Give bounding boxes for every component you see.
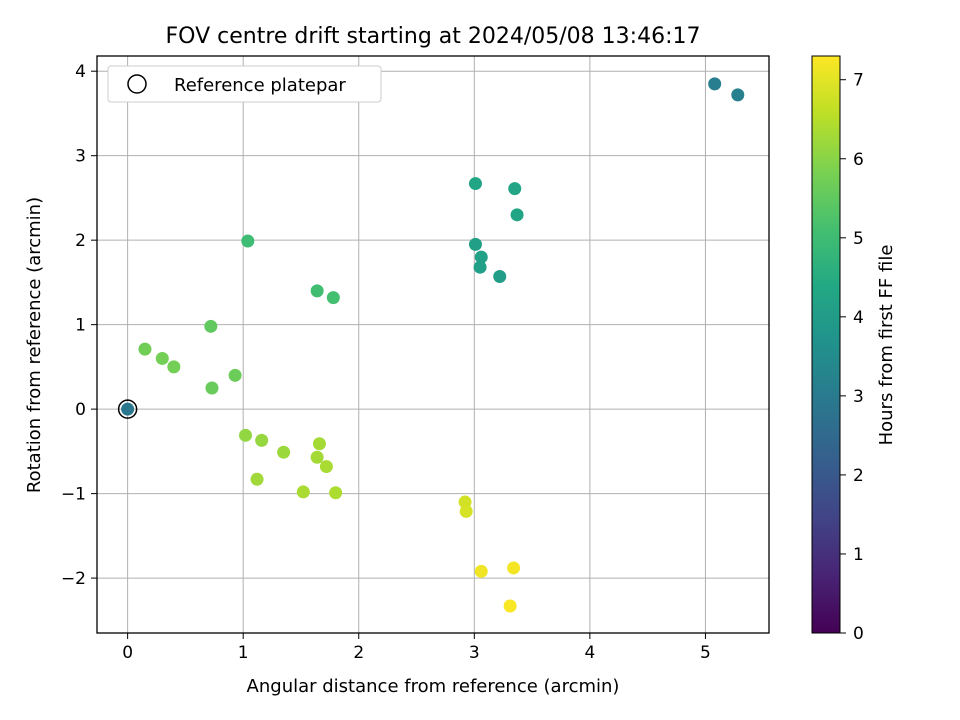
colorbar-tick-label: 5 [853, 229, 864, 249]
colorbar-tick-label: 2 [853, 466, 864, 486]
data-point [708, 77, 722, 91]
colorbar-tick-label: 6 [853, 150, 864, 170]
data-point [250, 472, 264, 486]
colorbar-label: Hours from first FF file [876, 245, 897, 446]
data-point [468, 177, 482, 191]
data-point [493, 269, 507, 283]
data-point [255, 433, 269, 447]
colorbar-tick-label: 3 [853, 387, 864, 407]
colorbar-tick-label: 1 [853, 545, 864, 565]
x-tick-label: 5 [700, 643, 711, 663]
data-point [277, 445, 291, 459]
y-tick-label: −2 [61, 569, 86, 589]
grid-lines [97, 56, 769, 633]
x-tick-label: 3 [469, 643, 480, 663]
data-point [205, 381, 219, 395]
data-point [473, 260, 487, 274]
y-axis: −2 −1 0 1 2 3 4 [61, 62, 97, 589]
data-point [474, 564, 488, 578]
colorbar-ticks: 0 1 2 3 4 5 6 7 [840, 71, 864, 644]
data-point [238, 428, 252, 442]
legend-marker-reference-platepar [127, 74, 147, 94]
colorbar-tick-label: 7 [853, 71, 864, 91]
x-tick-label: 1 [238, 643, 249, 663]
data-point [167, 360, 181, 374]
legend-box [107, 65, 382, 103]
plot-area-frame [96, 55, 770, 634]
data-point [503, 599, 517, 613]
colorbar-tick-label: 4 [853, 308, 864, 328]
data-point [312, 437, 326, 451]
colorbar-tick-label: 0 [853, 624, 864, 644]
data-point [329, 486, 343, 500]
x-axis: 0 1 2 3 4 5 [122, 633, 711, 663]
y-tick-label: 0 [75, 400, 86, 420]
reference-platepar-marker [117, 399, 138, 419]
y-tick-label: 1 [75, 316, 86, 336]
data-point [241, 234, 255, 248]
data-point [310, 284, 324, 298]
chart-title: FOV centre drift starting at 2024/05/08 … [166, 24, 701, 49]
scatter-points [117, 77, 745, 613]
data-point [507, 561, 521, 575]
colorbar: 0 1 2 3 4 5 6 7 Hours from first FF file [811, 55, 897, 644]
legend: Reference platepar [107, 65, 382, 103]
x-tick-label: 0 [122, 643, 133, 663]
data-point [228, 368, 242, 382]
x-axis-label: Angular distance from reference (arcmin) [247, 676, 620, 697]
data-point [326, 291, 340, 305]
data-point [474, 250, 488, 264]
data-point [204, 319, 218, 333]
y-tick-label: 4 [75, 62, 86, 82]
y-tick-label: 2 [75, 231, 86, 251]
data-point [310, 450, 324, 464]
data-point [510, 208, 524, 222]
x-tick-label: 2 [353, 643, 364, 663]
data-point [468, 237, 482, 251]
x-tick-label: 4 [584, 643, 595, 663]
data-point [319, 460, 333, 474]
data-point [296, 485, 310, 499]
data-point [459, 504, 473, 518]
data-point [508, 182, 522, 196]
y-tick-label: −1 [61, 485, 86, 505]
legend-entry-reference-platepar: Reference platepar [174, 75, 346, 96]
data-point [121, 402, 135, 416]
data-point [731, 88, 745, 102]
colorbar-gradient [811, 55, 841, 634]
y-tick-label: 3 [75, 147, 86, 167]
y-axis-label: Rotation from reference (arcmin) [24, 197, 45, 493]
data-point [138, 342, 152, 356]
data-point [155, 351, 169, 365]
